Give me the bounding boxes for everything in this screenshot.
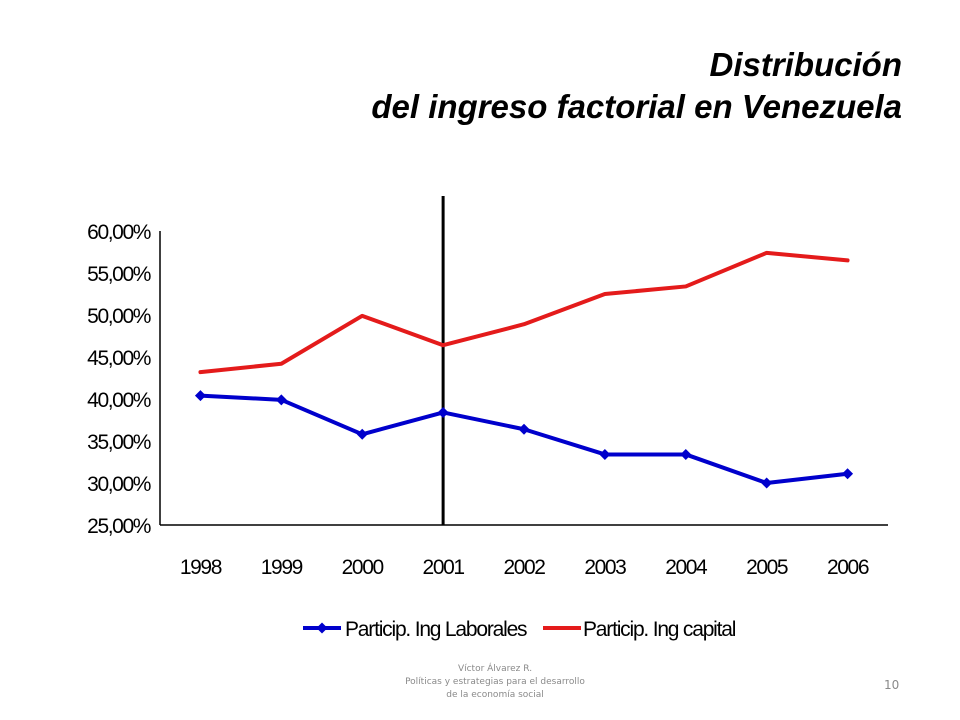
x-tick-label: 2003 <box>584 556 626 579</box>
x-tick-label: 2006 <box>827 556 869 579</box>
y-tick-label: 35,00% <box>87 431 151 454</box>
y-tick-label: 55,00% <box>87 263 151 286</box>
series-1-point <box>275 394 287 406</box>
legend-label-2: Particip. Ing capital <box>583 618 736 641</box>
x-tick-label: 2004 <box>665 556 708 579</box>
page-number: 10 <box>884 678 900 692</box>
series-1-point <box>194 390 206 402</box>
series-line-2 <box>198 250 850 375</box>
x-tick-label: 2002 <box>503 556 545 579</box>
x-tick-label: 2001 <box>423 556 465 579</box>
footer-author: Víctor Álvarez R. <box>457 664 533 674</box>
legend-label-1: Particip. Ing Laborales <box>345 618 527 641</box>
y-tick-label: 50,00% <box>87 305 151 328</box>
y-tick-label: 25,00% <box>87 515 151 538</box>
slide-title: Distribución del ingreso factorial en Ve… <box>371 44 902 128</box>
y-tick-label: 40,00% <box>87 389 151 412</box>
footer-subtitle-cont: de la economía social <box>446 690 544 700</box>
x-tick-label: 1999 <box>261 556 303 579</box>
footer-subtitle: Políticas y estrategias para el desarrol… <box>405 677 585 687</box>
y-tick-label: 30,00% <box>87 473 151 496</box>
series-1-point <box>761 477 773 489</box>
series-1-point <box>518 423 530 435</box>
series-1-point <box>437 406 449 418</box>
series-1-point <box>356 428 368 440</box>
x-tick-label: 1998 <box>180 556 222 579</box>
y-tick-label: 60,00% <box>87 221 151 244</box>
series-1-point <box>680 448 692 460</box>
legend-marker-1 <box>316 622 328 634</box>
slide-title-line2: del ingreso factorial en Venezuela <box>371 88 902 125</box>
series-1-point <box>842 468 854 480</box>
series-line-1 <box>198 393 850 485</box>
y-tick-label: 45,00% <box>87 347 151 370</box>
slide-footer: Víctor Álvarez R. Políticas y estrategia… <box>370 663 620 702</box>
x-tick-label: 2005 <box>746 556 788 579</box>
series-1-point <box>599 448 611 460</box>
x-tick-label: 2000 <box>342 556 384 579</box>
slide-title-line1: Distribución <box>709 46 902 83</box>
